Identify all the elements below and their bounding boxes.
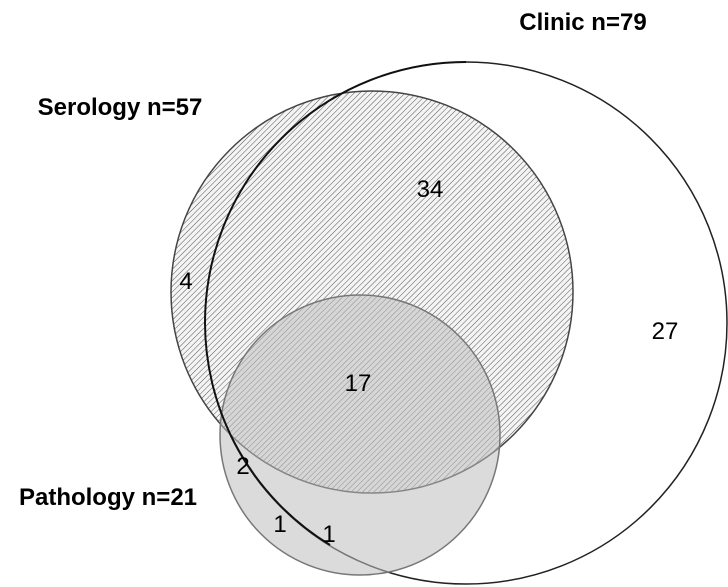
clinic-edge (204, 322, 331, 546)
clinic-edge (204, 61, 467, 324)
pathology-circle (219, 294, 501, 576)
region-count: 2 (236, 453, 249, 480)
region-count: 34 (417, 176, 444, 203)
set-label: Clinic n=79 (519, 9, 646, 36)
set-label: Pathology n=21 (19, 484, 197, 511)
region-count: 1 (322, 521, 335, 548)
region-count: 17 (345, 370, 372, 397)
region-count: 1 (273, 511, 286, 538)
region-count: 27 (652, 318, 679, 345)
region-count: 4 (179, 268, 192, 295)
set-label: Serology n=57 (38, 94, 203, 121)
